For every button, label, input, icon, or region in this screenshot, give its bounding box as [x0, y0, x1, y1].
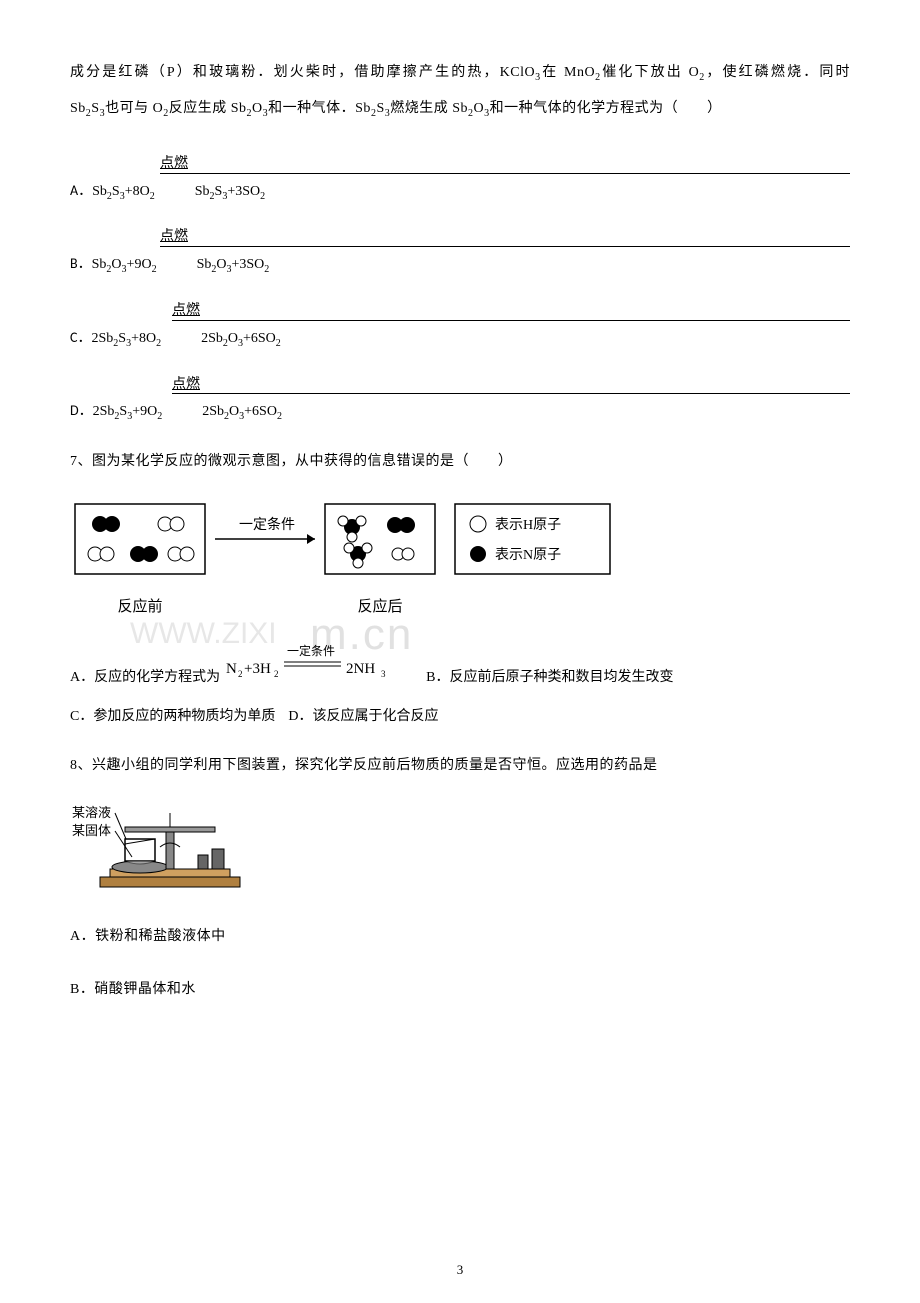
svg-text:表示H原子: 表示H原子	[495, 517, 561, 533]
svg-text:2NH: 2NH	[346, 661, 375, 677]
intro-line1: 成分是红磷（P）和玻璃粉．划火柴时，借助摩擦产生的热，KClO3在 MnO2催化…	[70, 55, 850, 91]
q7-stem: 7、图为某化学反应的微观示意图，从中获得的信息错误的是（ ）	[70, 444, 850, 480]
page-number: 3	[0, 1262, 920, 1278]
svg-text:一定条件: 一定条件	[239, 516, 295, 533]
svg-text:+3H: +3H	[244, 661, 271, 677]
page-content: 成分是红磷（P）和玻璃粉．划火柴时，借助摩擦产生的热，KClO3在 MnO2催化…	[70, 55, 850, 1008]
option-a: 点燃 A．Sb2S3+8O2Sb2S3+3SO2	[70, 156, 850, 202]
svg-text:反应后: 反应后	[357, 597, 402, 615]
svg-text:3: 3	[381, 669, 386, 679]
svg-text:某固体: 某固体	[72, 823, 111, 838]
svg-text:表示N原子: 表示N原子	[495, 547, 561, 563]
intro-line2: Sb2S3也可与 O2反应生成 Sb2O3和一种气体．Sb2S3燃烧生成 Sb2…	[70, 91, 850, 127]
q8-stem: 8、兴趣小组的同学利用下图装置，探究化学反应前后物质的质量是否守恒。应选用的药品…	[70, 748, 850, 784]
q8-opt-a: A．铁粉和稀盐酸液体中	[70, 919, 850, 955]
svg-text:2: 2	[238, 669, 243, 679]
option-b: 点燃 B．Sb2O3+9O2Sb2O3+3SO2	[70, 229, 850, 275]
option-d: 点燃 D．2Sb2S3+9O22Sb2O3+6SO2	[70, 377, 850, 423]
q7-diagram: 反应前 一定条件 反应后 表示H原子	[70, 499, 850, 629]
svg-text:一定条件: 一定条件	[287, 643, 335, 658]
q8-opt-b: B．硝酸钾晶体和水	[70, 972, 850, 1008]
svg-text:某溶液: 某溶液	[72, 805, 111, 820]
svg-text:2: 2	[274, 669, 279, 679]
svg-text:反应前: 反应前	[117, 597, 162, 615]
option-c: 点燃 C．2Sb2S3+8O22Sb2O3+6SO2	[70, 303, 850, 349]
svg-text:N: N	[226, 661, 237, 677]
q7-options: A．反应的化学方程式为 N 2 +3H 2 一定条件 2NH 3 B．反应前后原…	[70, 641, 850, 736]
q8-diagram: 某溶液 某固体	[70, 799, 850, 899]
